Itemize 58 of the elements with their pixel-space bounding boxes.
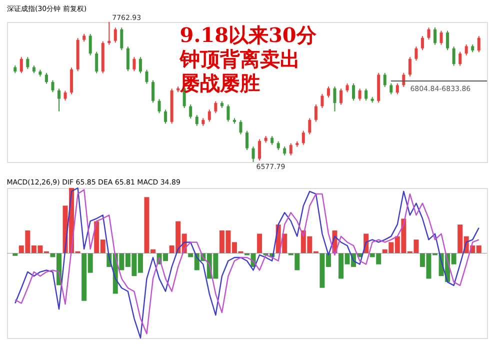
candlestick — [138, 56, 142, 74]
candlestick — [132, 56, 136, 72]
candlestick — [440, 30, 443, 46]
candlestick — [120, 27, 124, 51]
candlestick — [226, 104, 230, 122]
candlestick — [326, 86, 330, 98]
candlestick — [414, 46, 418, 62]
candlestick — [408, 56, 412, 77]
candlestick — [189, 104, 192, 120]
candlestick — [477, 36, 480, 53]
candlestick — [458, 51, 462, 66]
candlestick — [390, 82, 393, 95]
candlestick — [320, 93, 324, 108]
candlestick — [358, 88, 362, 102]
candlestick — [246, 130, 248, 151]
candlestick — [64, 90, 67, 102]
candlestick — [383, 72, 386, 88]
candlestick — [464, 44, 468, 56]
candlestick — [58, 88, 60, 112]
candlestick — [364, 88, 368, 102]
candlestick — [88, 33, 92, 56]
candlestick — [352, 82, 356, 102]
candlestick — [446, 30, 450, 51]
candlestick — [108, 22, 111, 46]
candlestick — [126, 46, 130, 72]
annotation: 钟顶背离卖出 — [178, 47, 300, 71]
candlestick — [158, 98, 161, 114]
candlestick — [195, 114, 198, 126]
bar — [257, 234, 262, 254]
candlestick — [51, 80, 54, 93]
candlestick — [26, 56, 30, 70]
candlestick — [95, 51, 98, 74]
candlestick — [114, 27, 117, 44]
candlestick — [340, 88, 342, 106]
candlestick — [333, 86, 336, 112]
candlestick — [252, 146, 255, 162]
candlestick — [70, 67, 74, 95]
candlestick — [239, 120, 242, 135]
candlestick — [308, 118, 312, 135]
candlestick — [302, 130, 305, 146]
candlestick — [402, 72, 406, 88]
candlestick — [258, 138, 262, 162]
candlestick — [314, 104, 318, 122]
candlestick — [427, 27, 430, 40]
candlestick — [420, 36, 424, 51]
candlestick — [152, 80, 154, 104]
annotation: 9.18以来30分 — [180, 23, 318, 47]
candlestick — [214, 100, 218, 114]
candlestick — [44, 72, 48, 84]
candlestick — [452, 46, 456, 66]
candlestick — [164, 109, 168, 124]
candlestick — [20, 56, 23, 74]
candlestick — [208, 109, 211, 122]
candlestick — [396, 82, 399, 95]
candlestick — [289, 142, 292, 156]
annotation: 屡战屡胜 — [178, 71, 260, 95]
candlestick — [434, 27, 436, 46]
candlestick — [145, 69, 148, 84]
